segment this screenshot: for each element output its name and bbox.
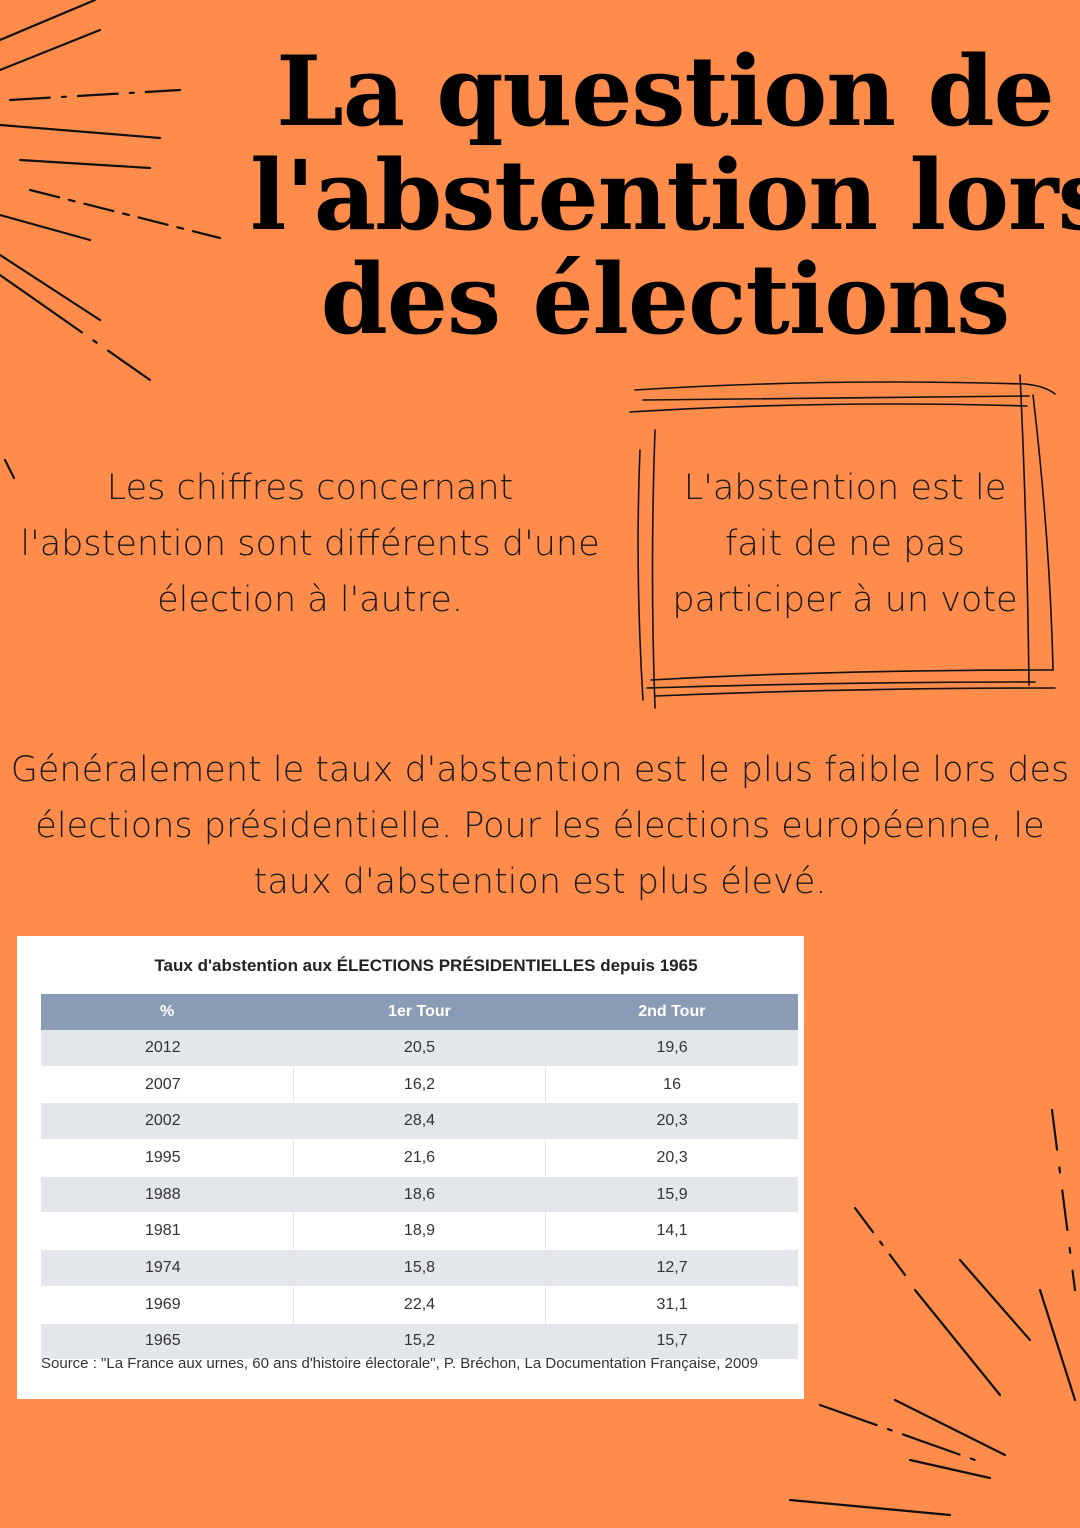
cell-year: 1995 bbox=[41, 1139, 294, 1177]
table-row: 1988 18,6 15,9 bbox=[41, 1176, 798, 1214]
cell-first-round: 22,4 bbox=[293, 1286, 547, 1324]
title-line-2: l'abstention lors bbox=[250, 139, 1080, 252]
cell-year: 1981 bbox=[41, 1212, 294, 1251]
cell-year: 1969 bbox=[41, 1286, 294, 1324]
table-header-row: % 1er Tour 2nd Tour bbox=[41, 994, 798, 1030]
header-first-round: 1er Tour bbox=[293, 994, 546, 1030]
header-second-round: 2nd Tour bbox=[545, 994, 798, 1030]
cell-second-round: 12,7 bbox=[545, 1249, 798, 1287]
cell-year: 1974 bbox=[41, 1249, 294, 1287]
cell-year: 2002 bbox=[41, 1102, 294, 1141]
title-line-3: des élections bbox=[320, 243, 1010, 356]
intro-paragraph: Les chiffres concernant l'abstention son… bbox=[20, 468, 600, 620]
cell-first-round: 28,4 bbox=[293, 1102, 547, 1141]
cell-second-round: 20,3 bbox=[545, 1102, 798, 1141]
cell-year: 1965 bbox=[41, 1323, 294, 1361]
table-row: 1981 18,9 14,1 bbox=[41, 1212, 798, 1251]
cell-first-round: 16,2 bbox=[293, 1066, 547, 1104]
summary-paragraph: Généralement le taux d'abstention est le… bbox=[10, 750, 1070, 902]
cell-second-round: 19,6 bbox=[545, 1030, 798, 1067]
table-caption: Taux d'abstention aux ÉLECTIONS PRÉSIDEN… bbox=[154, 956, 698, 975]
cell-first-round: 15,8 bbox=[293, 1249, 547, 1287]
definition-paragraph: L'abstention est le fait de ne pas parti… bbox=[672, 468, 1018, 620]
table-row: 1965 15,2 15,7 bbox=[41, 1323, 798, 1361]
cell-first-round: 18,6 bbox=[293, 1176, 547, 1214]
table-row: 2007 16,2 16 bbox=[41, 1066, 798, 1104]
abstention-table-card: Taux d'abstention aux ÉLECTIONS PRÉSIDEN… bbox=[17, 936, 804, 1399]
cell-second-round: 20,3 bbox=[545, 1139, 798, 1177]
cell-year: 1988 bbox=[41, 1176, 294, 1214]
cell-second-round: 15,7 bbox=[545, 1323, 798, 1361]
sketch-frame-icon bbox=[629, 374, 1056, 709]
table-row: 1969 22,4 31,1 bbox=[41, 1286, 798, 1324]
table-row: 1974 15,8 12,7 bbox=[41, 1249, 798, 1287]
cell-first-round: 21,6 bbox=[293, 1139, 547, 1177]
page-title: La question de l'abstention lors des éle… bbox=[250, 40, 1080, 352]
cell-year: 2012 bbox=[41, 1030, 294, 1067]
cell-first-round: 20,5 bbox=[293, 1030, 547, 1067]
cell-second-round: 16 bbox=[545, 1066, 798, 1104]
cell-second-round: 15,9 bbox=[545, 1176, 798, 1214]
abstention-table: % 1er Tour 2nd Tour 2012 20,5 19,6 2007 … bbox=[41, 994, 798, 1361]
table-row: 2012 20,5 19,6 bbox=[41, 1030, 798, 1067]
title-line-1: La question de bbox=[276, 35, 1054, 148]
cell-second-round: 31,1 bbox=[545, 1286, 798, 1324]
table-row: 2002 28,4 20,3 bbox=[41, 1102, 798, 1141]
header-percent: % bbox=[41, 994, 294, 1030]
cell-first-round: 15,2 bbox=[293, 1323, 547, 1361]
cell-second-round: 14,1 bbox=[545, 1212, 798, 1251]
table-row: 1995 21,6 20,3 bbox=[41, 1139, 798, 1177]
cell-first-round: 18,9 bbox=[293, 1212, 547, 1251]
table-source: Source : "La France aux urnes, 60 ans d'… bbox=[41, 1355, 758, 1372]
cell-year: 2007 bbox=[41, 1066, 294, 1104]
